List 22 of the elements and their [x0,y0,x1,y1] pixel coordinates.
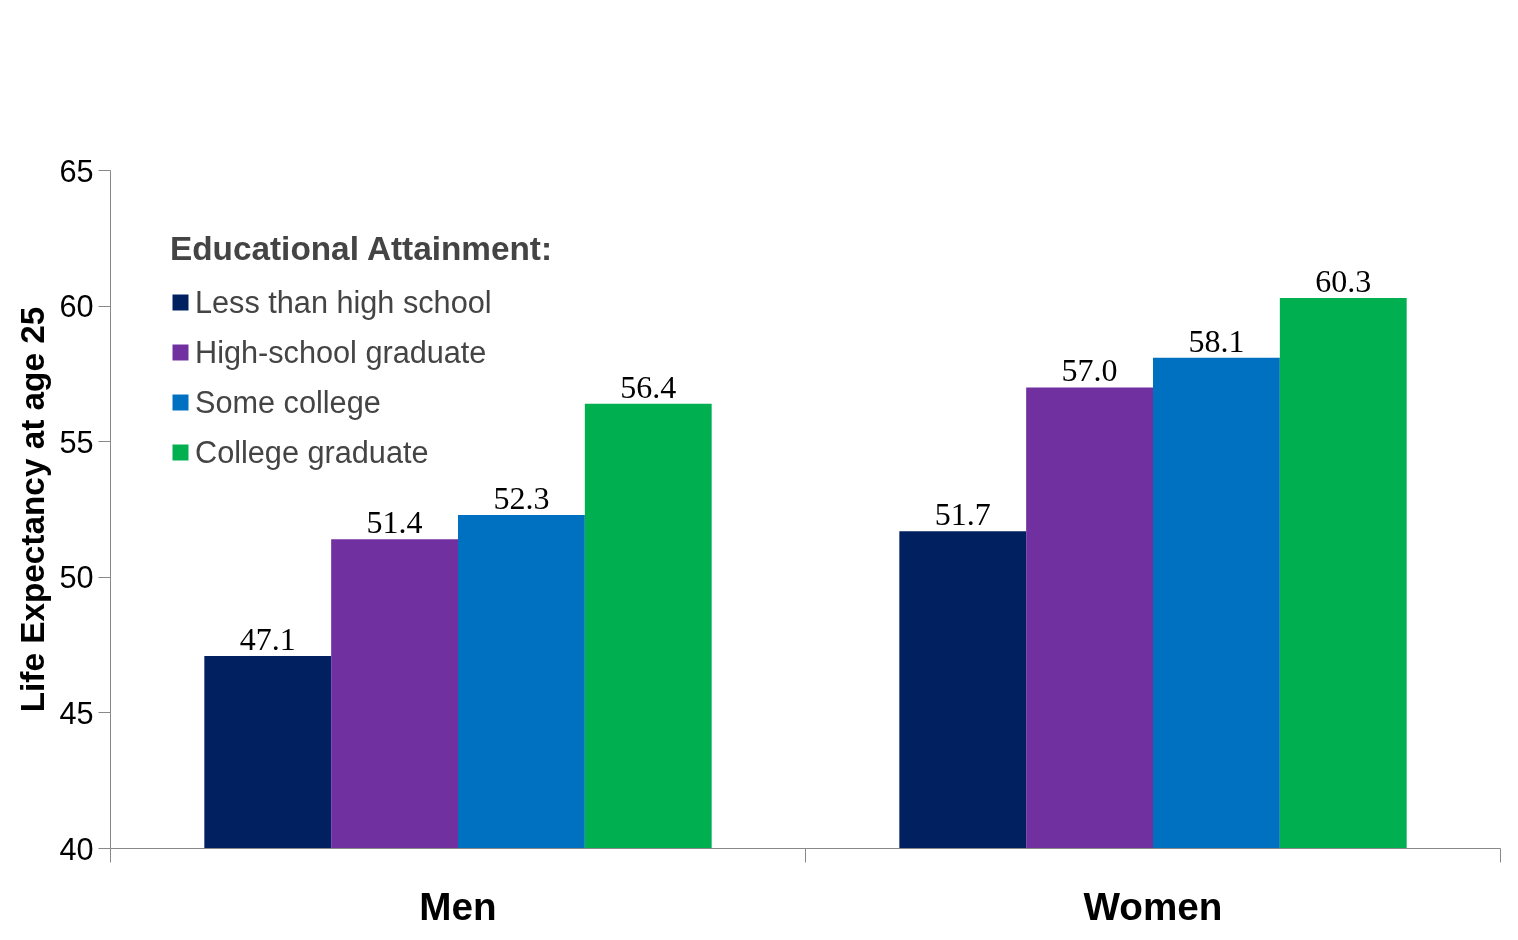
y-tick-label: 45 [59,695,94,730]
data-label: 51.7 [934,496,991,533]
data-label: 51.4 [366,504,423,541]
data-label: 47.1 [239,620,296,657]
x-tick-label: Men [419,884,497,928]
legend-label: Less than high school [195,283,492,322]
y-axis-title: Life Expectancy at age 25 [14,306,52,713]
y-tick-label: 60 [59,289,94,324]
y-tick-label: 50 [59,560,94,595]
data-label: 60.3 [1315,262,1372,299]
x-tick-label: Women [1083,884,1223,928]
legend-label: Some college [195,383,381,422]
legend-label: College graduate [195,433,429,472]
data-label: 58.1 [1188,322,1245,359]
y-tick-label: 55 [59,424,94,459]
data-label: 56.4 [620,368,677,405]
legend-title: Educational Attainment: [170,230,553,268]
y-tick-label: 40 [59,831,94,866]
y-tick-label: 65 [59,153,94,188]
legend-label: High-school graduate [195,333,487,372]
data-label: 57.0 [1061,352,1118,389]
data-label: 52.3 [493,479,550,516]
